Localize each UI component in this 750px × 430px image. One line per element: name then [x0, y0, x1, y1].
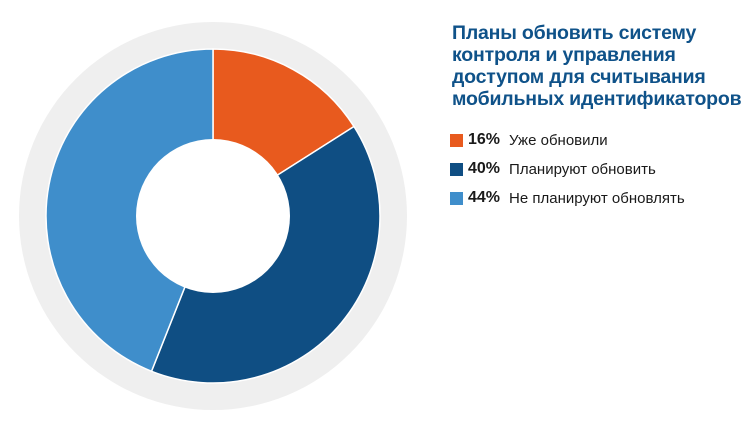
donut-chart: [19, 22, 407, 410]
donut-hole: [136, 139, 290, 293]
chart-title: Планы обновить систему контроля и управл…: [452, 22, 747, 110]
legend-swatch: [450, 162, 463, 176]
chart-title-line: доступом для считывания: [452, 66, 706, 88]
legend-label: Не планируют обновлять: [509, 189, 685, 207]
legend-swatch: [450, 133, 463, 147]
legend-label: Планируют обновить: [509, 160, 656, 178]
legend: 16% Уже обновили 40% Планируют обновить …: [450, 130, 745, 217]
chart-title-line: мобильных идентификаторов: [452, 88, 742, 110]
legend-item-not-planning: 44% Не планируют обновлять: [450, 188, 745, 208]
slice-not-planning: [45, 48, 214, 373]
legend-label: Уже обновили: [509, 131, 608, 149]
chart-title-line: контроля и управления: [452, 44, 676, 66]
legend-value: 16%: [468, 131, 501, 148]
legend-value: 44%: [468, 189, 501, 206]
chart-title-line: Планы обновить систему: [452, 22, 697, 44]
legend-value: 40%: [468, 160, 501, 177]
legend-swatch: [450, 191, 463, 205]
legend-item-plan-to-update: 40% Планируют обновить: [450, 159, 745, 179]
legend-item-already-updated: 16% Уже обновили: [450, 130, 745, 150]
